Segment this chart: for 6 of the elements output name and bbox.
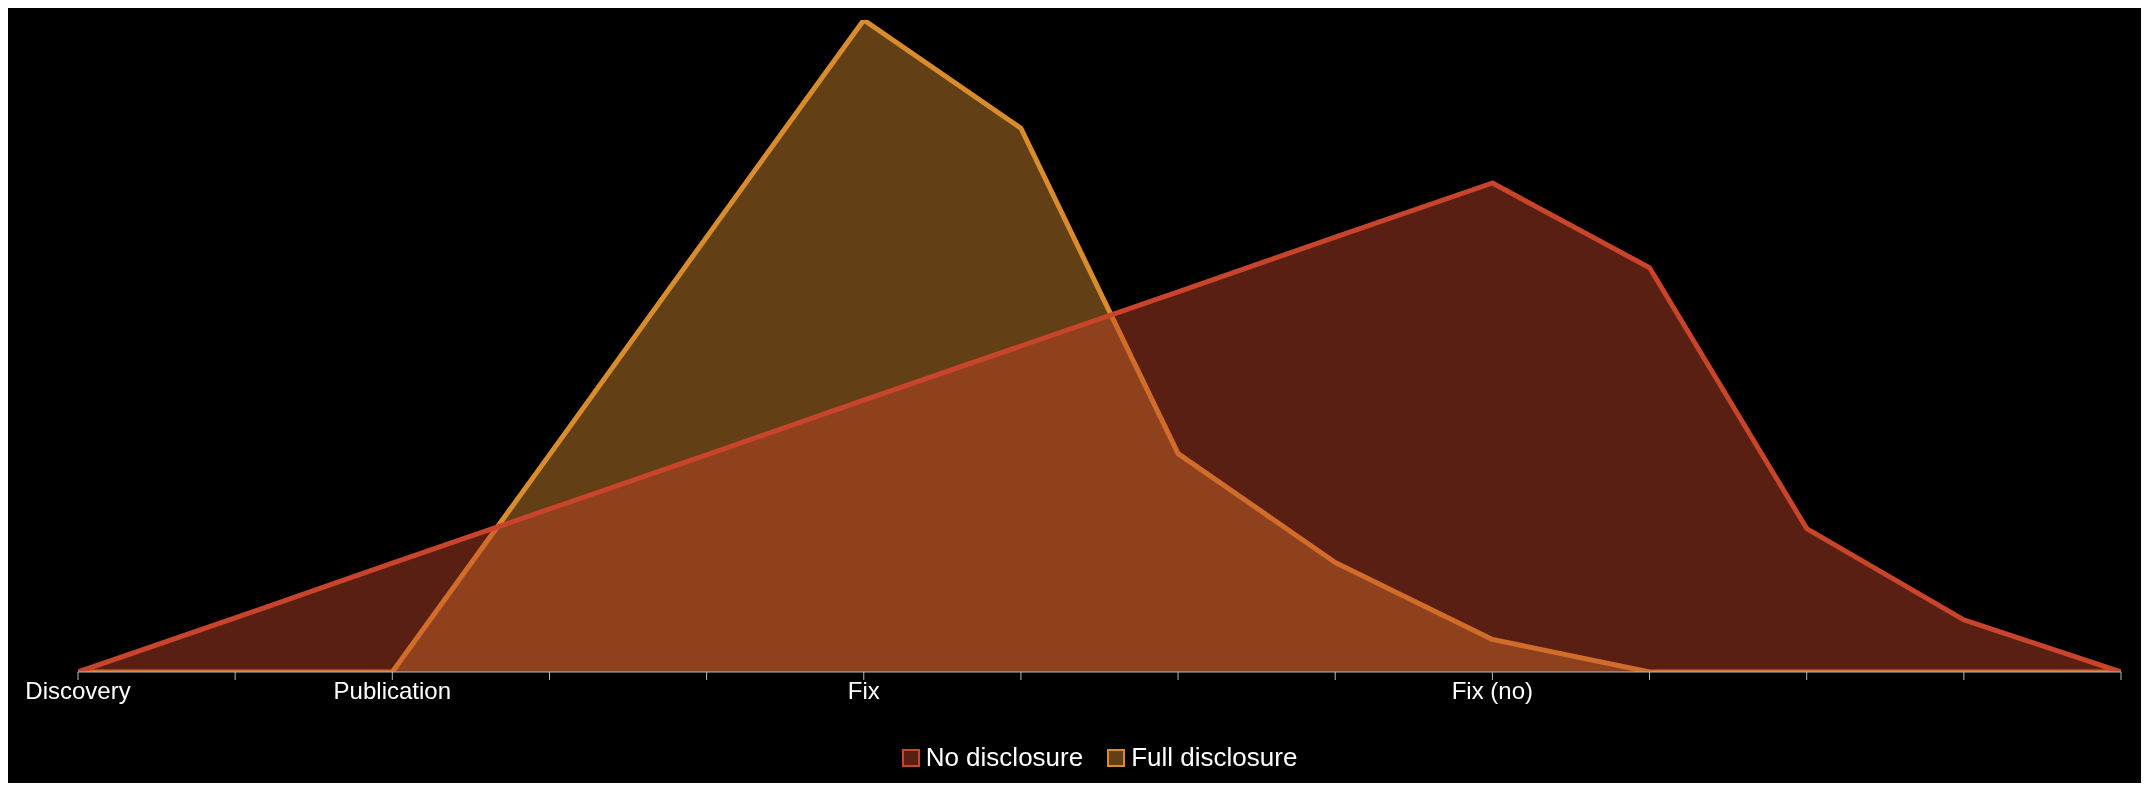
legend-label: Full disclosure bbox=[1130, 742, 1298, 773]
x-tick-label: Fix (no) bbox=[1451, 677, 1534, 705]
x-tick-label: Discovery bbox=[25, 677, 131, 705]
x-tick-label: Publication bbox=[333, 677, 452, 705]
legend-label: No disclosure bbox=[924, 742, 1084, 773]
x-tick-label: Fix bbox=[847, 677, 880, 705]
